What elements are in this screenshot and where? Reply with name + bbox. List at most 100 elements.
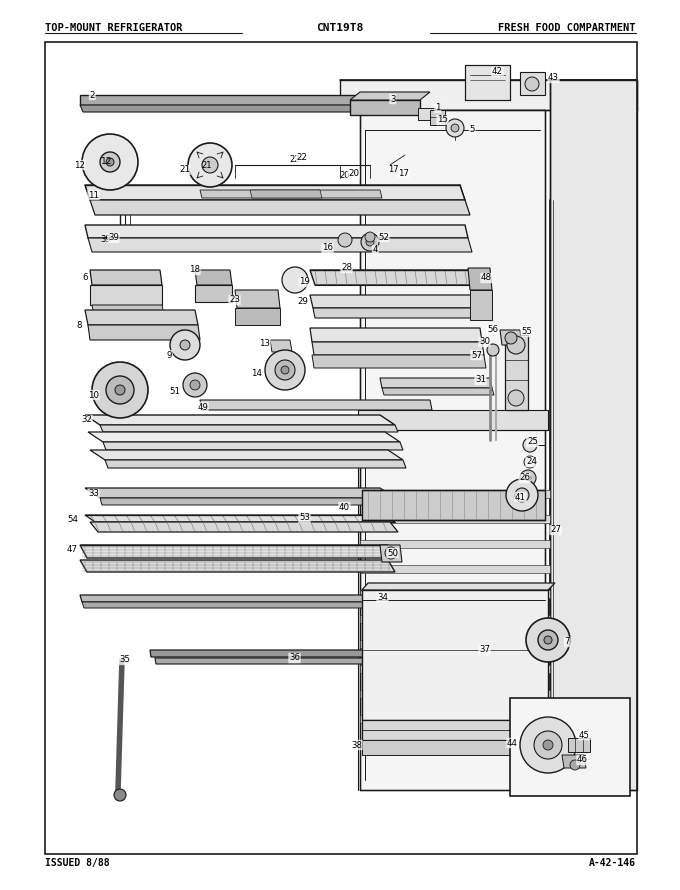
Polygon shape [340, 80, 637, 110]
Text: 47: 47 [67, 546, 78, 554]
Text: 8: 8 [76, 320, 82, 329]
Text: 52: 52 [378, 232, 389, 241]
Circle shape [515, 488, 529, 502]
Text: 23: 23 [229, 295, 240, 304]
Text: 1: 1 [435, 103, 441, 112]
Polygon shape [105, 460, 406, 468]
Text: 39: 39 [108, 233, 119, 242]
Polygon shape [430, 110, 445, 125]
Polygon shape [562, 755, 586, 768]
Polygon shape [310, 328, 482, 342]
Polygon shape [362, 590, 548, 600]
Polygon shape [100, 498, 397, 505]
Text: 3: 3 [390, 94, 396, 103]
Circle shape [100, 152, 120, 172]
Text: 50: 50 [387, 548, 398, 557]
Text: 4: 4 [373, 246, 378, 255]
Polygon shape [200, 190, 382, 198]
Polygon shape [80, 595, 392, 602]
Circle shape [487, 344, 499, 356]
Circle shape [544, 636, 552, 644]
Circle shape [523, 438, 537, 452]
Circle shape [115, 385, 125, 395]
Text: 51: 51 [169, 387, 180, 397]
Polygon shape [550, 80, 637, 790]
Circle shape [275, 360, 295, 380]
Polygon shape [360, 540, 550, 548]
Polygon shape [360, 690, 550, 698]
Polygon shape [90, 270, 162, 285]
Polygon shape [90, 450, 403, 460]
Polygon shape [360, 565, 550, 573]
Text: 53: 53 [299, 514, 310, 522]
Polygon shape [82, 602, 394, 608]
Text: 2: 2 [90, 91, 95, 100]
Polygon shape [88, 238, 472, 252]
Polygon shape [312, 355, 486, 368]
Polygon shape [250, 190, 322, 198]
Text: 30: 30 [479, 337, 490, 346]
Polygon shape [360, 640, 550, 648]
Circle shape [82, 134, 138, 190]
Polygon shape [380, 545, 402, 562]
Polygon shape [470, 290, 492, 320]
Circle shape [385, 547, 397, 559]
Text: 7: 7 [564, 637, 570, 646]
Polygon shape [465, 65, 510, 100]
Polygon shape [92, 305, 164, 315]
Text: 22: 22 [290, 156, 301, 165]
Circle shape [506, 479, 538, 511]
Polygon shape [85, 310, 198, 325]
Text: FRESH FOOD COMPARTMENT: FRESH FOOD COMPARTMENT [498, 23, 636, 33]
Text: 39: 39 [100, 236, 111, 245]
Text: 24: 24 [526, 457, 537, 466]
Polygon shape [362, 583, 555, 590]
Polygon shape [85, 515, 395, 522]
Circle shape [265, 350, 305, 390]
Text: 19: 19 [299, 278, 310, 287]
Bar [45, 42, 637, 854]
Circle shape [170, 330, 200, 360]
Text: 9: 9 [167, 351, 172, 360]
Polygon shape [103, 442, 403, 450]
Text: 55: 55 [521, 328, 532, 336]
Polygon shape [350, 92, 430, 100]
Polygon shape [88, 432, 400, 442]
Polygon shape [85, 415, 395, 425]
Circle shape [366, 238, 374, 246]
Text: 6: 6 [82, 273, 88, 282]
Polygon shape [310, 270, 475, 285]
Polygon shape [505, 335, 528, 410]
Polygon shape [360, 590, 550, 598]
Text: 10: 10 [88, 391, 99, 400]
Text: 16: 16 [322, 244, 333, 253]
Polygon shape [468, 268, 492, 290]
Circle shape [92, 362, 148, 418]
Text: ISSUED 8/88: ISSUED 8/88 [45, 858, 109, 868]
Polygon shape [360, 615, 550, 623]
Polygon shape [360, 715, 550, 723]
Text: 37: 37 [479, 645, 490, 654]
Polygon shape [270, 340, 292, 352]
Text: 25: 25 [527, 438, 538, 447]
Circle shape [534, 731, 562, 759]
Polygon shape [235, 290, 280, 308]
Text: 28: 28 [341, 263, 352, 272]
Circle shape [520, 470, 536, 486]
Circle shape [361, 233, 379, 251]
Text: 46: 46 [577, 756, 588, 765]
Circle shape [524, 456, 536, 468]
Text: 17: 17 [398, 168, 409, 177]
Text: 35: 35 [119, 656, 130, 665]
Polygon shape [85, 225, 468, 238]
Text: CNT19T8: CNT19T8 [316, 23, 364, 33]
Polygon shape [235, 308, 280, 325]
Text: 54: 54 [67, 515, 78, 524]
Polygon shape [155, 658, 393, 664]
Circle shape [446, 119, 464, 137]
Polygon shape [358, 410, 548, 430]
Text: 36: 36 [289, 653, 300, 662]
Polygon shape [150, 650, 391, 657]
Polygon shape [100, 425, 398, 432]
Circle shape [106, 158, 114, 166]
